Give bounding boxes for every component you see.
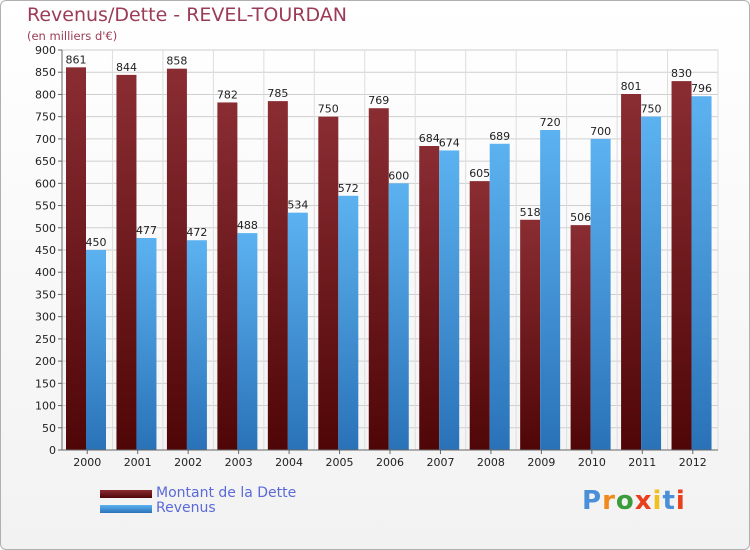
ytick-label-400: 400 — [35, 266, 56, 279]
data-label-revenus-2010: 700 — [590, 125, 611, 138]
bar-revenus-2006 — [388, 183, 409, 451]
bar-revenus-2008 — [489, 143, 510, 450]
ytick-label-700: 700 — [35, 133, 56, 146]
ytick-label-450: 450 — [35, 244, 56, 257]
bar-dette-2000 — [66, 67, 86, 450]
bar-dette-2003 — [217, 102, 238, 450]
legend-label-debt: Montant de la Dette — [156, 485, 297, 501]
data-label-dette-2002: 858 — [166, 55, 187, 68]
xtick-label-2002: 2002 — [174, 456, 202, 469]
xtick-label-2000: 2000 — [73, 456, 101, 469]
ytick-label-850: 850 — [35, 66, 56, 79]
ytick-label-550: 550 — [35, 200, 56, 213]
ytick-label-600: 600 — [35, 177, 56, 190]
ytick-label-650: 650 — [35, 155, 56, 168]
ytick-label-300: 300 — [35, 311, 56, 324]
bar-dette-2008 — [469, 181, 490, 450]
bar-revenus-2002 — [186, 240, 207, 450]
chart-subtitle: (en milliers d'€) — [27, 29, 118, 43]
ytick-label-150: 150 — [35, 377, 56, 390]
bar-dette-2002 — [166, 68, 187, 451]
xtick-label-2007: 2007 — [426, 456, 454, 469]
ytick-label-900: 900 — [35, 44, 56, 57]
data-label-revenus-2003: 488 — [237, 219, 258, 232]
xtick-label-2001: 2001 — [124, 456, 152, 469]
data-label-dette-2007: 684 — [419, 132, 440, 145]
ytick-label-800: 800 — [35, 88, 56, 101]
data-label-revenus-2000: 450 — [86, 236, 107, 249]
ytick-label-350: 350 — [35, 288, 56, 301]
ytick-label-750: 750 — [35, 111, 56, 124]
data-label-dette-2012: 830 — [671, 67, 692, 80]
data-label-revenus-2007: 674 — [439, 136, 460, 149]
data-label-revenus-2009: 720 — [540, 116, 561, 129]
data-label-dette-2000: 861 — [66, 53, 87, 66]
bar-dette-2011 — [621, 94, 642, 450]
xtick-label-2006: 2006 — [376, 456, 404, 469]
xtick-label-2003: 2003 — [225, 456, 253, 469]
bar-dette-2009 — [520, 219, 541, 450]
data-label-revenus-2011: 750 — [641, 103, 662, 116]
bars — [66, 67, 712, 451]
bar-dette-2007 — [419, 146, 440, 450]
ytick-label-0: 0 — [49, 444, 56, 457]
bar-revenus-2011 — [641, 116, 662, 451]
data-label-dette-2006: 769 — [368, 94, 389, 107]
bar-chart: 861 450 844 477 858 472 782 488 785 534 750 572 769 6… — [35, 44, 719, 469]
proxiti-logo: Proxiti — [582, 486, 686, 516]
data-label-dette-2005: 750 — [318, 103, 339, 116]
legend-swatch-revenus — [100, 505, 152, 513]
axes: 0 50 100 150 200 250 300 350 400 450 500 550 600 650 7… — [35, 44, 718, 469]
xtick-label-2010: 2010 — [578, 456, 606, 469]
legend-swatch-debt — [100, 490, 152, 498]
legend-label-revenus: Revenus — [156, 500, 216, 516]
data-label-revenus-2004: 534 — [287, 199, 308, 212]
ytick-label-250: 250 — [35, 333, 56, 346]
data-label-revenus-2002: 472 — [186, 226, 207, 239]
xtick-label-2008: 2008 — [477, 456, 505, 469]
data-label-dette-2010: 506 — [570, 211, 591, 224]
xtick-label-2004: 2004 — [275, 456, 303, 469]
bar-revenus-2012 — [691, 96, 712, 450]
xtick-label-2012: 2012 — [679, 456, 707, 469]
bar-dette-2004 — [267, 101, 288, 450]
bar-revenus-2001 — [136, 238, 157, 450]
ytick-label-50: 50 — [42, 422, 56, 435]
bar-dette-2010 — [570, 225, 591, 450]
data-label-dette-2004: 785 — [267, 87, 288, 100]
data-label-dette-2008: 605 — [469, 167, 490, 180]
data-label-dette-2011: 801 — [621, 80, 642, 93]
bar-dette-2006 — [368, 108, 389, 450]
data-label-revenus-2008: 689 — [489, 130, 510, 143]
bar-dette-2012 — [671, 81, 692, 450]
bar-revenus-2005 — [338, 195, 359, 450]
data-labels: 861 450 844 477 858 472 782 488 785 534 750 572 769 6… — [66, 53, 713, 249]
ytick-label-100: 100 — [35, 400, 56, 413]
data-label-dette-2009: 518 — [520, 206, 541, 219]
data-label-revenus-2006: 600 — [388, 169, 409, 182]
bar-dette-2005 — [318, 116, 339, 451]
bar-revenus-2010 — [590, 138, 611, 450]
xtick-label-2011: 2011 — [628, 456, 656, 469]
xtick-label-2009: 2009 — [527, 456, 555, 469]
data-label-revenus-2001: 477 — [136, 224, 157, 237]
data-label-dette-2001: 844 — [116, 61, 137, 74]
bar-dette-2001 — [116, 74, 137, 450]
ytick-label-200: 200 — [35, 355, 56, 368]
data-label-dette-2003: 782 — [217, 88, 238, 101]
xtick-label-2005: 2005 — [326, 456, 354, 469]
chart-title: Revenus/Dette - REVEL-TOURDAN — [27, 4, 347, 26]
bar-revenus-2000 — [86, 250, 106, 450]
data-label-revenus-2005: 572 — [338, 182, 359, 195]
bar-revenus-2009 — [540, 130, 561, 450]
data-label-revenus-2012: 796 — [691, 82, 712, 95]
bar-revenus-2003 — [237, 233, 258, 450]
ytick-label-500: 500 — [35, 222, 56, 235]
bar-revenus-2004 — [287, 212, 308, 450]
bar-revenus-2007 — [439, 150, 460, 450]
